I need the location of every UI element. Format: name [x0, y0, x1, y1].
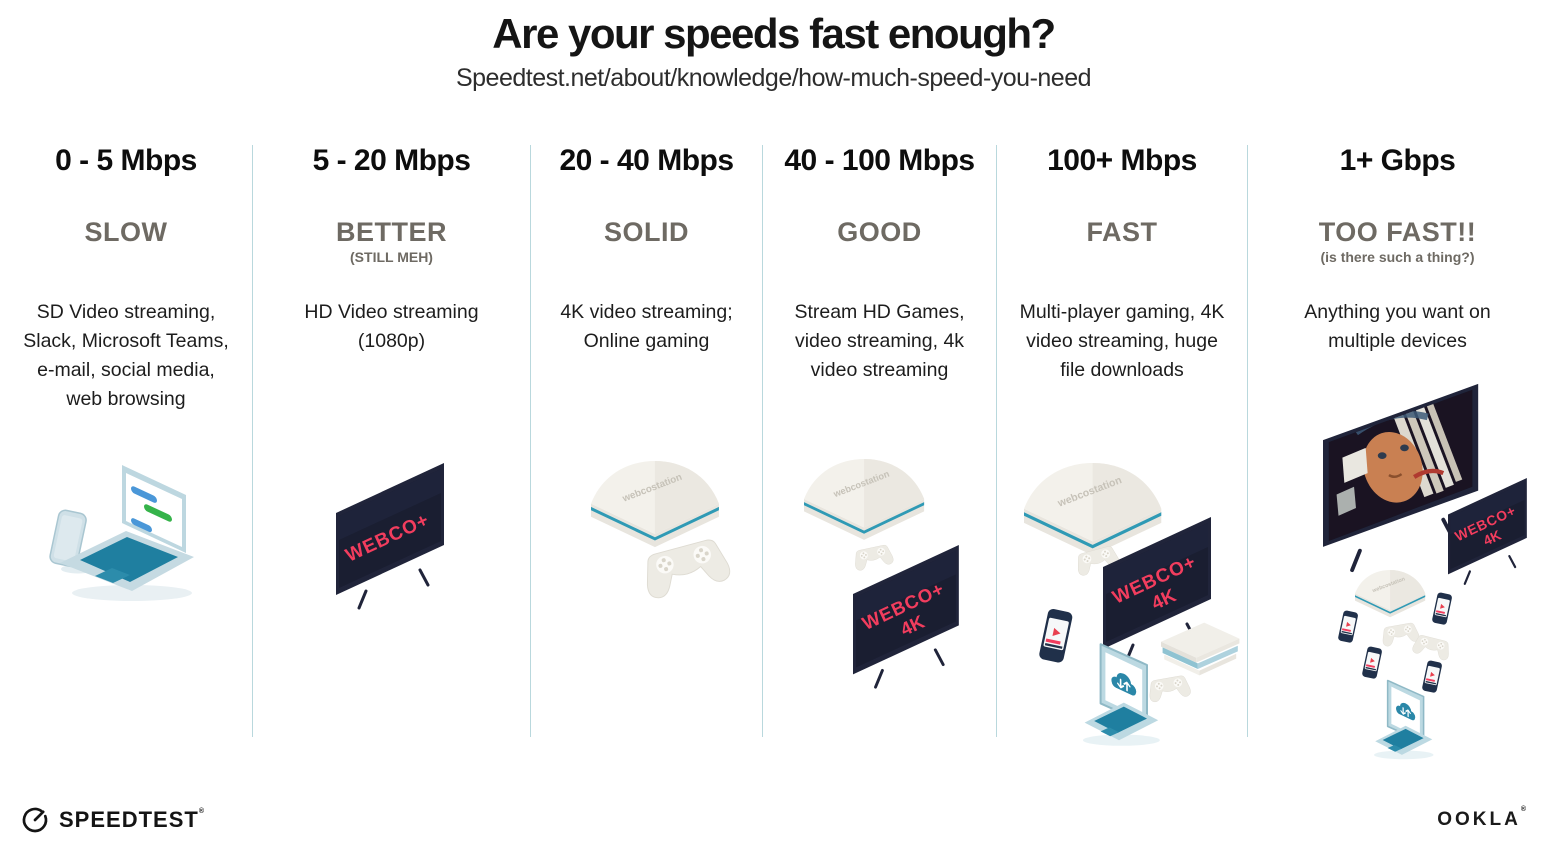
ookla-wordmark: OOKLA [1437, 809, 1521, 830]
page-subtitle-url: Speedtest.net/about/knowledge/how-much-s… [455, 64, 1092, 92]
speedtest-gauge-icon [22, 807, 48, 833]
rating-note: (is there such a thing?) [1320, 249, 1475, 265]
illustration-multi-device-fast [1024, 463, 1240, 747]
illustration-console-and-4k-tv [804, 459, 961, 689]
speed-columns: 0 - 5 Mbps SLOW SD Video streaming, Slac… [0, 144, 1547, 760]
speed-range-label: 1+ Gbps [1339, 144, 1456, 177]
use-case-description: Multi-player gaming, 4K video streaming,… [1019, 301, 1225, 381]
column-0-5-mbps: 0 - 5 Mbps SLOW SD Video streaming, Slac… [0, 145, 252, 737]
use-case-description: Stream HD Games, video streaming, 4k vid… [794, 301, 965, 381]
column-20-40-mbps: 20 - 40 Mbps SOLID 4K video streaming; O… [530, 145, 762, 737]
ookla-logo: OOKLA® [1437, 806, 1529, 831]
use-case-description: HD Video streaming (1080p) [304, 301, 479, 352]
phone [49, 509, 95, 574]
speed-range-label: 5 - 20 Mbps [312, 144, 471, 177]
rating-note: (STILL MEH) [350, 249, 433, 265]
speedtest-logo: SPEEDTEST® [20, 805, 205, 835]
trademark-symbol: ® [1520, 806, 1529, 813]
rating-label: BETTER [336, 217, 447, 247]
use-case-description: SD Video streaming, Slack, Microsoft Tea… [23, 301, 229, 410]
speed-range-label: 0 - 5 Mbps [55, 144, 197, 177]
speed-range-label: 100+ Mbps [1047, 144, 1197, 177]
column-5-20-mbps: 5 - 20 Mbps BETTER (STILL MEH) HD Video … [252, 145, 530, 737]
rating-label: SOLID [603, 217, 689, 247]
column-100plus-mbps: 100+ Mbps FAST Multi-player gaming, 4K v… [996, 144, 1247, 747]
use-case-description: Anything you want on multiple devices [1304, 301, 1491, 352]
rating-label: TOO FAST!! [1318, 217, 1477, 247]
column-1plus-gbps: 1+ Gbps TOO FAST!! (is there such a thin… [1247, 144, 1547, 760]
laptop-chat [60, 465, 194, 591]
header: Are your speeds fast enough? Speedtest.n… [0, 10, 1547, 93]
page-title: Are your speeds fast enough? [492, 10, 1056, 57]
rating-label: SLOW [84, 217, 168, 247]
illustration-game-console [591, 461, 733, 601]
speed-range-label: 40 - 100 Mbps [784, 144, 975, 177]
use-case-description: 4K video streaming; Online gaming [560, 301, 733, 352]
rating-label: FAST [1086, 217, 1158, 247]
illustration-everything-devices [1248, 378, 1528, 760]
illustration-hd-tv [334, 461, 446, 610]
rating-label: GOOD [837, 217, 922, 247]
illustration-laptop-and-phone [49, 465, 194, 601]
trademark-symbol: ® [198, 808, 205, 815]
speedtest-wordmark: SPEEDTEST® [59, 807, 205, 832]
speed-range-label: 20 - 40 Mbps [559, 144, 734, 177]
column-40-100-mbps: 40 - 100 Mbps GOOD Stream HD Games, vide… [762, 145, 996, 737]
